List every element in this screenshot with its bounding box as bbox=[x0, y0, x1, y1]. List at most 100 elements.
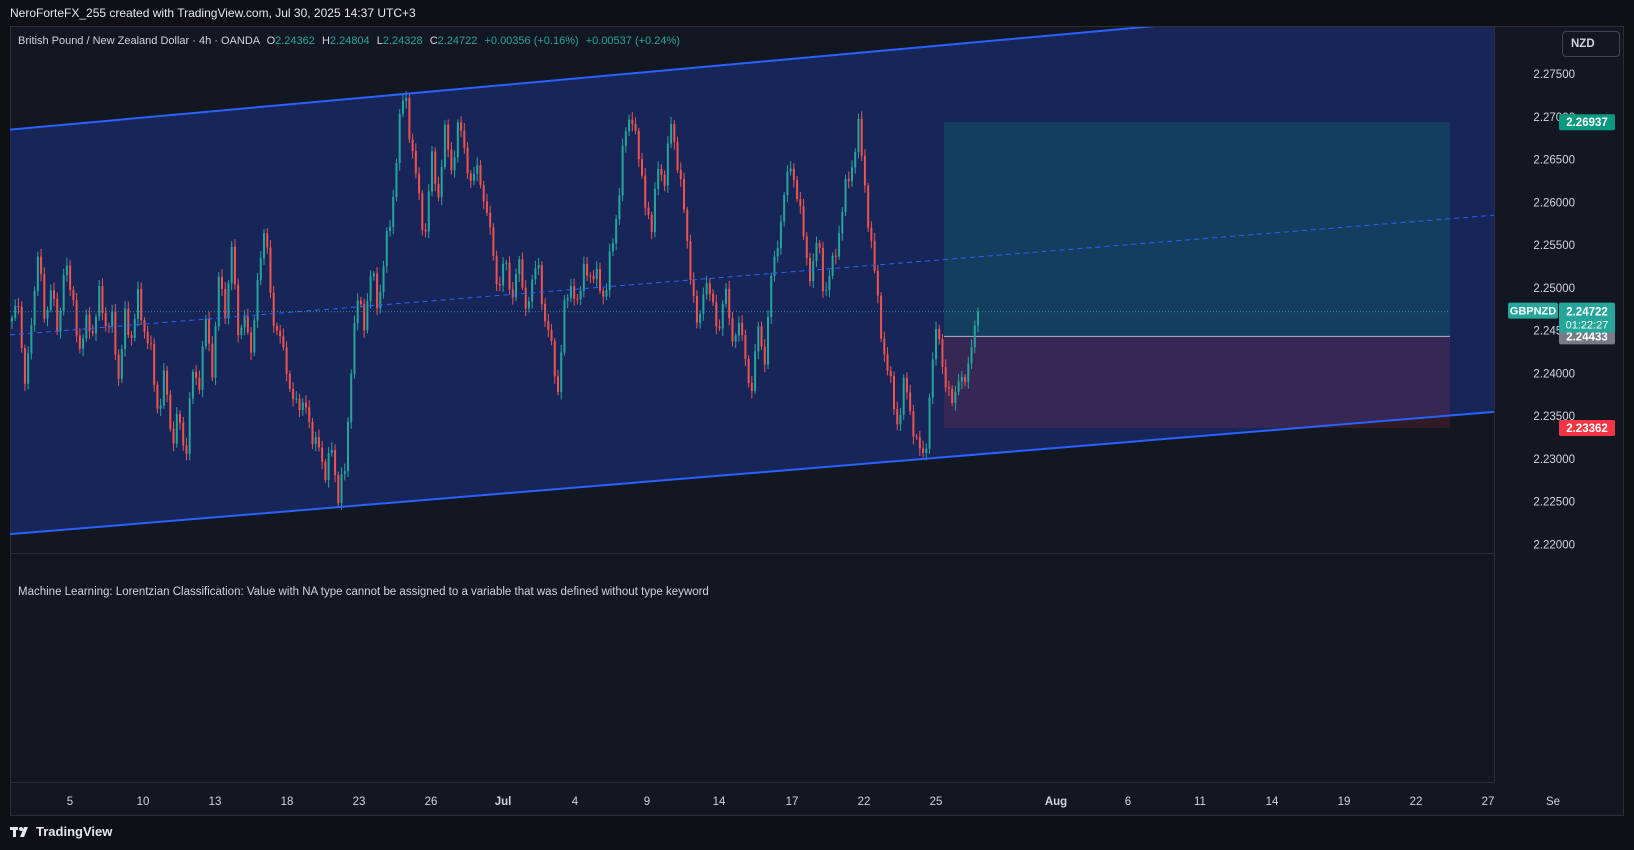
candle-body bbox=[178, 414, 182, 423]
candle-body bbox=[615, 219, 618, 244]
candle bbox=[650, 211, 653, 240]
candle bbox=[204, 315, 207, 350]
candle-body bbox=[143, 320, 146, 332]
candle bbox=[718, 319, 721, 331]
candle-body bbox=[967, 363, 970, 382]
candle-body bbox=[33, 290, 36, 326]
candle-body bbox=[324, 461, 327, 480]
time-axis: 5 10 13 18 23 26 Jul 4 9 14 17 22 25 Aug 6 11 14 19 22 27 Se bbox=[10, 782, 1560, 808]
candle-body bbox=[314, 437, 317, 444]
candle-body bbox=[544, 303, 547, 322]
candle bbox=[149, 335, 152, 351]
candle-body bbox=[731, 318, 734, 342]
candle-body bbox=[85, 314, 88, 339]
candle-body bbox=[91, 331, 94, 334]
candle bbox=[233, 238, 236, 290]
candle bbox=[892, 371, 896, 416]
candle bbox=[472, 166, 476, 186]
candle bbox=[857, 113, 860, 159]
candle-body bbox=[873, 240, 876, 271]
candle bbox=[686, 206, 689, 249]
candle bbox=[563, 295, 566, 356]
price-tick-label: 2.23000 bbox=[1533, 454, 1575, 466]
candle-body bbox=[395, 162, 398, 198]
candle bbox=[124, 301, 127, 357]
candle-body bbox=[556, 376, 560, 392]
candle-body bbox=[876, 270, 879, 296]
candle-body bbox=[812, 261, 815, 282]
candle bbox=[489, 205, 492, 235]
candle-body bbox=[46, 309, 49, 319]
candle-body bbox=[579, 290, 582, 299]
candle-body bbox=[783, 195, 786, 222]
candle bbox=[741, 315, 744, 341]
candle bbox=[308, 400, 311, 429]
candle bbox=[640, 153, 644, 179]
candle bbox=[615, 215, 618, 251]
symbol-title[interactable]: British Pound / New Zealand Dollar · 4h … bbox=[18, 35, 260, 47]
candle-body bbox=[712, 293, 715, 303]
candle-body bbox=[469, 173, 472, 181]
candle-body bbox=[640, 159, 644, 176]
candle bbox=[964, 374, 967, 387]
candle bbox=[905, 372, 908, 400]
candle bbox=[30, 317, 33, 360]
candle-body bbox=[250, 332, 253, 353]
candle-body bbox=[796, 179, 799, 200]
candle bbox=[408, 94, 411, 143]
candle bbox=[127, 301, 130, 338]
candle bbox=[502, 257, 505, 292]
close-value: 2.24722 bbox=[437, 35, 478, 47]
candle-body bbox=[421, 193, 424, 230]
candle-body bbox=[624, 131, 627, 146]
candle bbox=[831, 252, 834, 280]
candle-body bbox=[388, 226, 392, 232]
candle-body bbox=[94, 316, 98, 334]
candle-body bbox=[692, 279, 695, 296]
candle-body bbox=[166, 370, 169, 395]
candle bbox=[136, 281, 140, 327]
candle-body bbox=[456, 122, 459, 158]
candle-body bbox=[821, 247, 824, 292]
candle-body bbox=[954, 391, 957, 404]
candle bbox=[330, 442, 333, 457]
candle bbox=[350, 369, 353, 429]
candle bbox=[230, 240, 233, 291]
candle-body bbox=[133, 318, 136, 338]
candle-body bbox=[925, 448, 928, 454]
candle bbox=[191, 369, 194, 405]
candle bbox=[941, 334, 944, 375]
candle-body bbox=[482, 185, 485, 202]
candle bbox=[912, 405, 915, 445]
candle-body bbox=[550, 330, 553, 341]
candle-body bbox=[101, 286, 104, 314]
candle bbox=[770, 272, 773, 325]
candle-body bbox=[376, 273, 379, 309]
candle bbox=[524, 280, 527, 317]
candle-body bbox=[773, 256, 776, 276]
candle bbox=[82, 334, 85, 357]
candle bbox=[91, 324, 94, 337]
candle-body bbox=[330, 449, 333, 454]
symbol-legend[interactable]: British Pound / New Zealand Dollar · 4h … bbox=[18, 35, 680, 47]
candle-body bbox=[766, 317, 770, 365]
currency-button[interactable]: NZD bbox=[1562, 31, 1620, 57]
candle-body bbox=[14, 305, 17, 318]
price-tick-label: 2.27500 bbox=[1533, 69, 1575, 81]
candle-body bbox=[198, 378, 201, 390]
candle bbox=[379, 284, 382, 314]
candle-body bbox=[834, 255, 837, 257]
candle bbox=[382, 260, 385, 299]
channel-area bbox=[10, 27, 1494, 535]
candle bbox=[860, 111, 863, 162]
candle bbox=[880, 292, 883, 343]
candle-body bbox=[650, 214, 653, 233]
candle-body bbox=[883, 338, 886, 355]
candle-body bbox=[592, 275, 595, 280]
candle-body bbox=[111, 311, 114, 327]
tradingview-logo[interactable]: TradingView bbox=[10, 824, 112, 839]
candle-body bbox=[805, 236, 808, 259]
time-tick-label: Se bbox=[1546, 796, 1560, 808]
candle bbox=[311, 417, 314, 450]
